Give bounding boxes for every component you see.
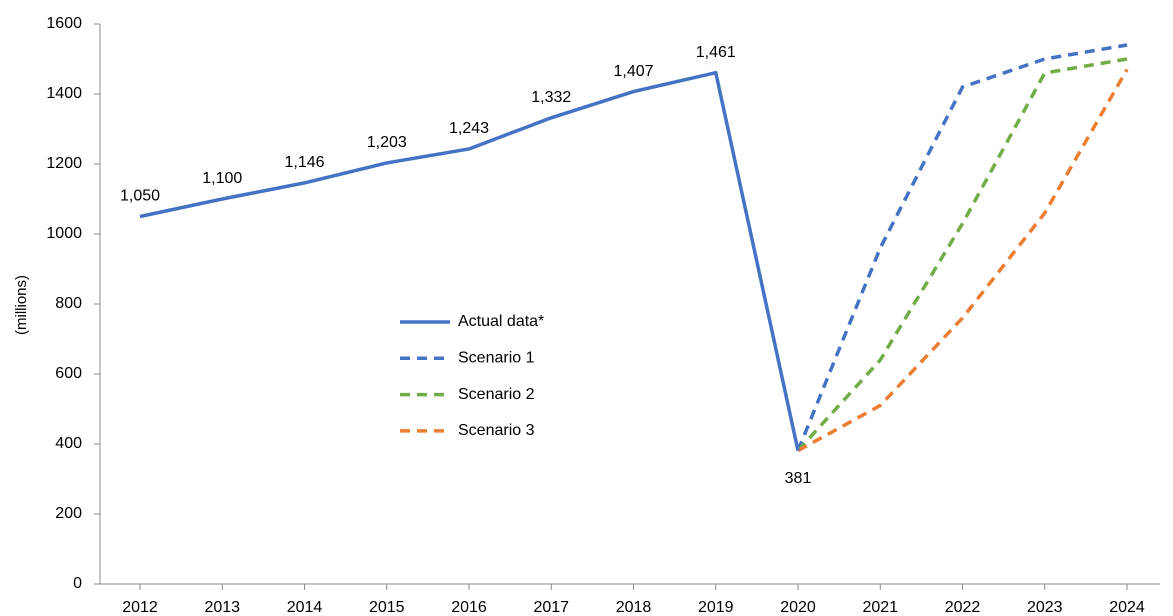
- x-tick-label: 2012: [122, 599, 158, 616]
- y-tick-label: 800: [55, 295, 82, 312]
- x-tick-label: 2022: [945, 599, 981, 616]
- series-line: [796, 43, 1128, 452]
- y-tick-label: 200: [55, 505, 82, 522]
- x-tick-label: 2020: [780, 599, 816, 616]
- x-tick-label: 2015: [369, 599, 405, 616]
- y-tick-label: 1600: [46, 15, 82, 32]
- x-tick-label: 2023: [1027, 599, 1063, 616]
- data-label: 381: [785, 470, 812, 487]
- y-tick-label: 1000: [46, 225, 82, 242]
- x-tick-label: 2016: [451, 599, 487, 616]
- y-tick-label: 0: [73, 575, 82, 592]
- x-tick-label: 2014: [287, 599, 323, 616]
- series-line: [796, 57, 1128, 452]
- x-tick-label: 2018: [616, 599, 652, 616]
- x-tick-label: 2017: [533, 599, 569, 616]
- series-line: [139, 70, 800, 452]
- y-tick-label: 600: [55, 365, 82, 382]
- legend-label: Scenario 1: [458, 350, 535, 367]
- legend-label: Scenario 2: [458, 386, 535, 403]
- legend-label: Actual data*: [458, 313, 544, 330]
- x-tick-label: 2019: [698, 599, 734, 616]
- y-tick-label: 1400: [46, 85, 82, 102]
- x-tick-label: 2013: [204, 599, 240, 616]
- data-label: 1,100: [202, 170, 242, 187]
- data-label: 1,243: [449, 120, 489, 137]
- data-label: 1,146: [284, 154, 324, 171]
- y-tick-label: 1200: [46, 155, 82, 172]
- legend-label: Scenario 3: [458, 422, 535, 439]
- series-line: [797, 68, 1129, 453]
- y-axis-label: (millions): [13, 275, 30, 335]
- x-tick-label: 2024: [1109, 599, 1145, 616]
- data-label: 1,461: [696, 44, 736, 61]
- x-tick-label: 2021: [862, 599, 898, 616]
- data-label: 1,050: [120, 188, 160, 205]
- data-label: 1,332: [531, 89, 571, 106]
- y-tick-label: 400: [55, 435, 82, 452]
- data-label: 1,407: [613, 63, 653, 80]
- data-label: 1,203: [367, 134, 407, 151]
